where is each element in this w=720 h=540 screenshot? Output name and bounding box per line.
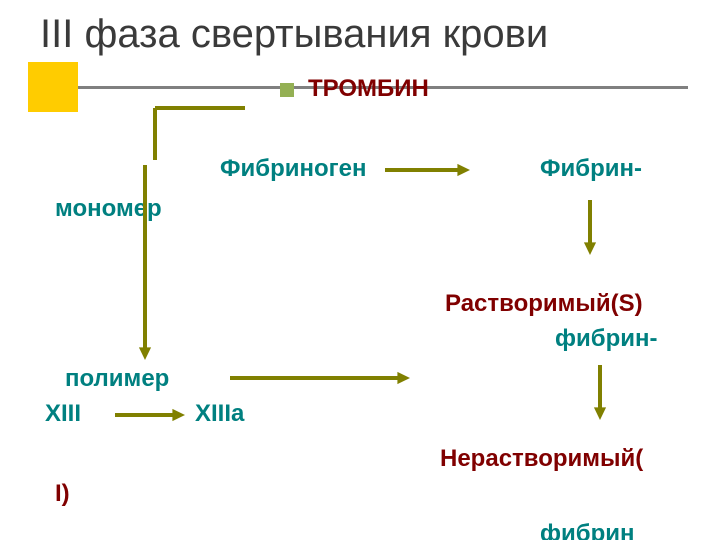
diagram-stage: III фаза свертывания крови ТРОМБИН Фибри…	[0, 0, 720, 540]
arrows-layer	[0, 0, 720, 540]
